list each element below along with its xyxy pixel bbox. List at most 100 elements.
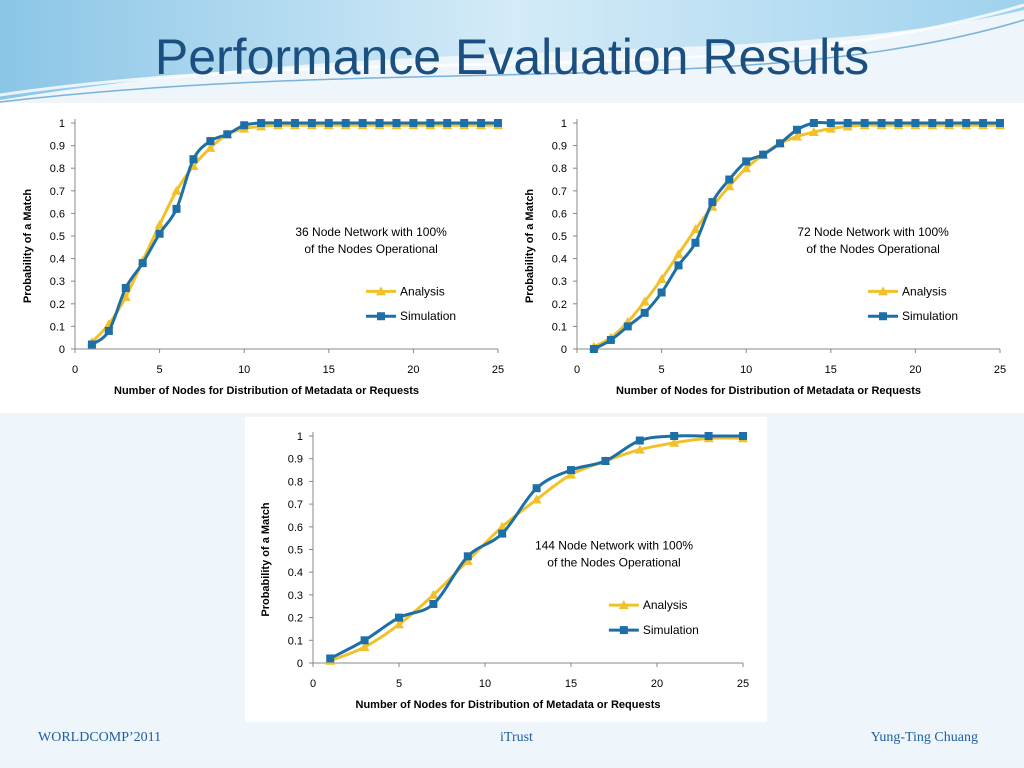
x-tick-label: 5 (396, 678, 402, 690)
analysis-point (394, 619, 404, 629)
y-tick-label: 0.4 (50, 254, 65, 266)
chart-annotation-line: of the Nodes Operational (547, 556, 680, 570)
simulation-point (341, 119, 350, 127)
y-axis-label: Probability of a Match (524, 189, 536, 304)
y-tick-label: 0.3 (50, 276, 65, 288)
simulation-point (494, 119, 502, 127)
simulation-point (392, 119, 401, 127)
y-tick-label: 0.1 (552, 321, 567, 333)
y-tick-label: 1 (297, 431, 303, 443)
simulation-point (725, 175, 734, 184)
simulation-point (498, 529, 507, 538)
simulation-point (601, 456, 610, 465)
simulation-point (759, 150, 768, 159)
simulation-point (635, 436, 644, 445)
analysis-point (808, 127, 819, 137)
legend-marker-analysis (618, 600, 629, 610)
analysis-point (690, 224, 701, 234)
analysis-point (669, 437, 680, 447)
analysis-point (428, 589, 439, 599)
simulation-point (674, 261, 683, 270)
y-tick-label: 0.9 (50, 141, 65, 153)
simulation-point (206, 137, 215, 146)
analysis-point (171, 185, 182, 195)
simulation-point (670, 432, 679, 440)
analysis-point (497, 521, 508, 531)
y-tick-label: 0.7 (288, 499, 303, 511)
simulation-point (104, 326, 113, 335)
slide-title: Performance Evaluation Results (154, 29, 870, 85)
simulation-point (708, 198, 717, 207)
x-tick-label: 20 (651, 678, 663, 690)
simulation-point (996, 119, 1004, 127)
simulation-point (792, 125, 801, 134)
simulation-point (843, 119, 852, 127)
y-tick-label: 0.3 (288, 590, 303, 602)
analysis-point (825, 123, 836, 133)
x-tick-label: 15 (323, 364, 335, 376)
chart-72: 00.10.20.30.40.50.60.70.80.910 5 10 15 20 25N… (524, 118, 1006, 397)
analysis-point (639, 296, 650, 306)
simulation-point (290, 119, 299, 127)
y-tick-label: 0.2 (552, 299, 567, 311)
simulation-point (460, 119, 469, 127)
simulation-point (240, 121, 249, 130)
footer-project: iTrust (500, 730, 533, 745)
analysis-point (205, 142, 216, 152)
simulation-point (894, 119, 903, 127)
simulation-point (395, 613, 403, 622)
legend-label-analysis: Analysis (643, 598, 688, 612)
x-axis-label: Number of Nodes for Distribution of Meta… (356, 699, 661, 711)
simulation-point (742, 157, 751, 166)
simulation-point (979, 119, 988, 127)
x-tick-label: 25 (994, 364, 1006, 376)
simulation-point (429, 599, 438, 608)
simulation-point (776, 139, 785, 148)
x-tick-label: 15 (825, 364, 837, 376)
x-tick-label: 25 (492, 364, 504, 376)
y-tick-label: 0.9 (552, 141, 567, 153)
legend-label-simulation: Simulation (902, 309, 958, 323)
simulation-point (274, 119, 283, 127)
legend-marker-analysis (376, 286, 387, 296)
analysis-point (673, 249, 684, 259)
x-tick-label: 0 (72, 364, 78, 376)
chart-36: 00.10.20.30.40.50.60.70.80.910 5 10 15 20 25N… (22, 118, 504, 397)
simulation-point (657, 288, 666, 297)
x-tick-label: 20 (407, 364, 419, 376)
simulation-point (375, 119, 384, 127)
y-tick-label: 0 (297, 658, 303, 670)
y-tick-label: 0.6 (552, 208, 567, 220)
legend-marker-simulation (377, 312, 386, 321)
y-tick-label: 0.4 (288, 567, 303, 579)
simulation-point (877, 119, 886, 127)
simulation-point (463, 552, 472, 561)
chart-panel-72: 0 0.1 0.2 0.3 0.4 0.5 0.6 0.7 0.8 0.9 1 0 5 10 15 20 25 N… (520, 103, 1024, 413)
footer-conference: WORLDCOMP’2011 (38, 730, 162, 745)
x-tick-label: 5 (157, 364, 163, 376)
y-tick-label: 0.7 (552, 186, 567, 198)
x-tick-label: 20 (909, 364, 921, 376)
simulation-point (189, 155, 198, 164)
chart-panel-144: 0 0.1 0.2 0.3 0.4 0.5 0.6 0.7 0.8 0.9 1 0 5 10 15 20 25 N… (245, 417, 767, 722)
simulation-point (640, 308, 649, 317)
simulation-point (426, 119, 435, 127)
legend-label-analysis: Analysis (902, 284, 947, 298)
y-tick-label: 0.3 (552, 276, 567, 288)
x-tick-label: 0 (574, 364, 580, 376)
analysis-point (566, 469, 576, 479)
simulation-point (324, 119, 333, 127)
simulation-point (809, 119, 818, 127)
footer-author: Yung-Ting Chuang (870, 730, 978, 745)
simulation-point (962, 119, 971, 127)
simulation-point (223, 130, 232, 139)
simulation-point (477, 119, 486, 127)
analysis-point (359, 642, 370, 652)
analysis-point (656, 273, 667, 283)
legend-marker-simulation (619, 626, 628, 635)
y-tick-label: 0.2 (50, 299, 65, 311)
analysis-point (154, 219, 165, 229)
analysis-point (724, 181, 735, 191)
simulation-point (87, 340, 96, 349)
simulation-point (691, 238, 700, 247)
